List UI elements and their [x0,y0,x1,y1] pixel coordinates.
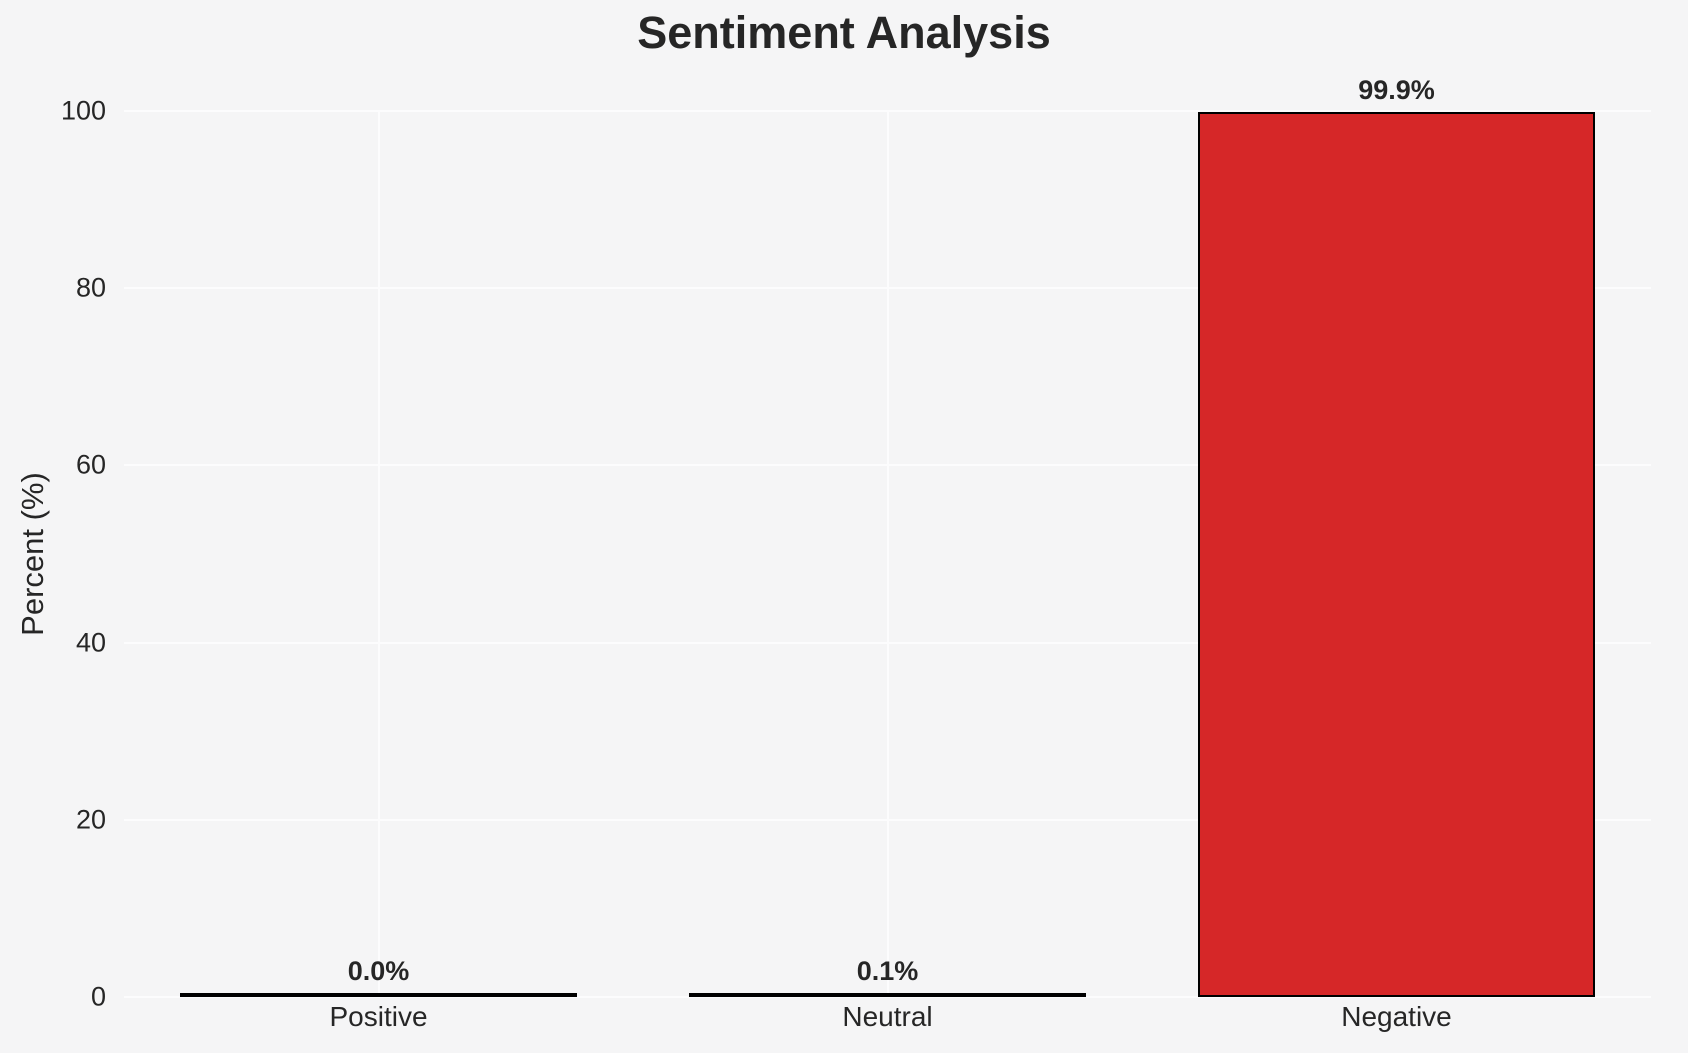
y-tick-label-100: 100 [60,95,106,126]
y-tick-label-20: 20 [75,804,106,835]
y-axis-ticks: 0 20 40 60 80 100 [0,0,106,1053]
y-tick-label-40: 40 [75,627,106,658]
x-gridline-neutral [886,111,889,997]
y-tick-label-0: 0 [90,981,106,1012]
x-gridline-positive [377,111,380,997]
bar-positive [180,993,577,997]
chart-title: Sentiment Analysis [637,7,1051,58]
category-label-negative: Negative [1341,1001,1452,1032]
y-tick-label-60: 60 [75,449,106,480]
bar-neutral [689,993,1086,997]
value-label-neutral: 0.1% [856,956,919,986]
value-label-negative: 99.9% [1358,74,1435,105]
category-label-neutral: Neutral [842,1001,933,1032]
y-gridline-0 [124,996,1651,998]
bar-negative [1198,111,1595,997]
value-label-positive: 0.0% [347,956,410,986]
y-tick-label-80: 80 [75,272,106,303]
plot-area [124,110,1651,998]
category-label-positive: Positive [329,1001,428,1032]
